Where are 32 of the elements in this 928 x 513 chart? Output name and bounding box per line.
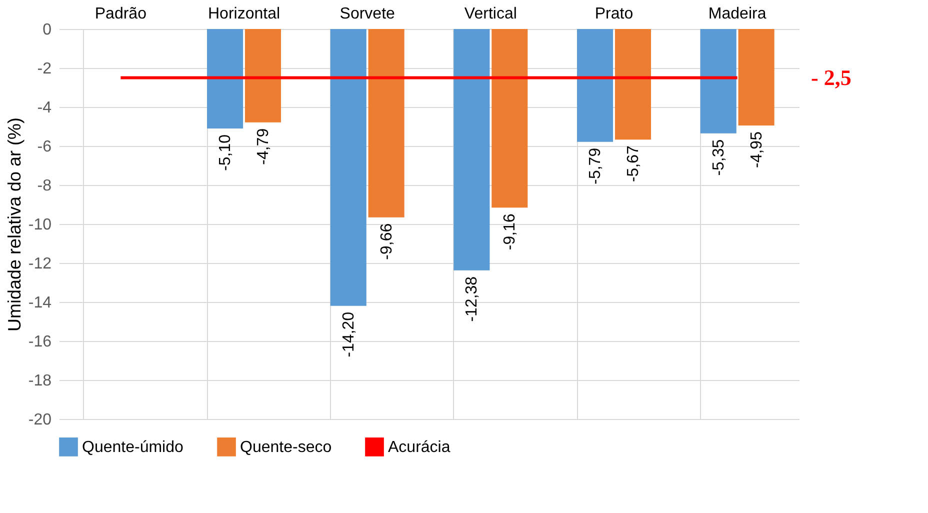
legend-label: Quente-seco <box>240 438 332 456</box>
data-label: -5,35 <box>710 139 728 176</box>
y-tick-label: -2 <box>37 60 52 78</box>
y-tick-label: -18 <box>28 372 52 390</box>
x-tick-label: Prato <box>594 6 634 22</box>
y-tick-label: -6 <box>37 138 52 156</box>
data-label: -9,66 <box>378 223 396 260</box>
data-label: -12,38 <box>464 276 481 322</box>
data-label: -5,10 <box>217 134 234 171</box>
x-tick-label: Madeira <box>708 6 766 22</box>
y-tick-label: -20 <box>28 412 52 428</box>
legend-label: Acurácia <box>388 438 450 456</box>
data-label: -4,79 <box>254 128 272 165</box>
y-axis-title: Umidade relativa do ar (%) <box>4 117 24 332</box>
y-tick-label: -12 <box>28 256 52 272</box>
x-tick-label: Sorvete <box>340 6 396 22</box>
data-label: -5,79 <box>587 148 604 184</box>
y-tick-label: -16 <box>28 334 52 350</box>
x-tick-label: Vertical <box>464 6 517 22</box>
y-tick-label: -10 <box>28 216 52 234</box>
x-tick-label: Horizontal <box>208 6 280 22</box>
data-label: -14,20 <box>340 312 358 358</box>
legend-label: Quente-úmido <box>82 438 184 456</box>
y-tick-label: 0 <box>42 22 52 38</box>
y-tick-label: -4 <box>37 100 52 116</box>
data-label: -5,67 <box>624 145 642 182</box>
y-tick-label: -8 <box>37 178 52 194</box>
y-tick-label: -14 <box>28 294 52 312</box>
x-tick-label: Padrão <box>94 6 147 22</box>
data-label: -4,95 <box>748 131 766 168</box>
data-label: -9,16 <box>502 214 519 250</box>
text: - 2,5 <box>811 64 852 90</box>
